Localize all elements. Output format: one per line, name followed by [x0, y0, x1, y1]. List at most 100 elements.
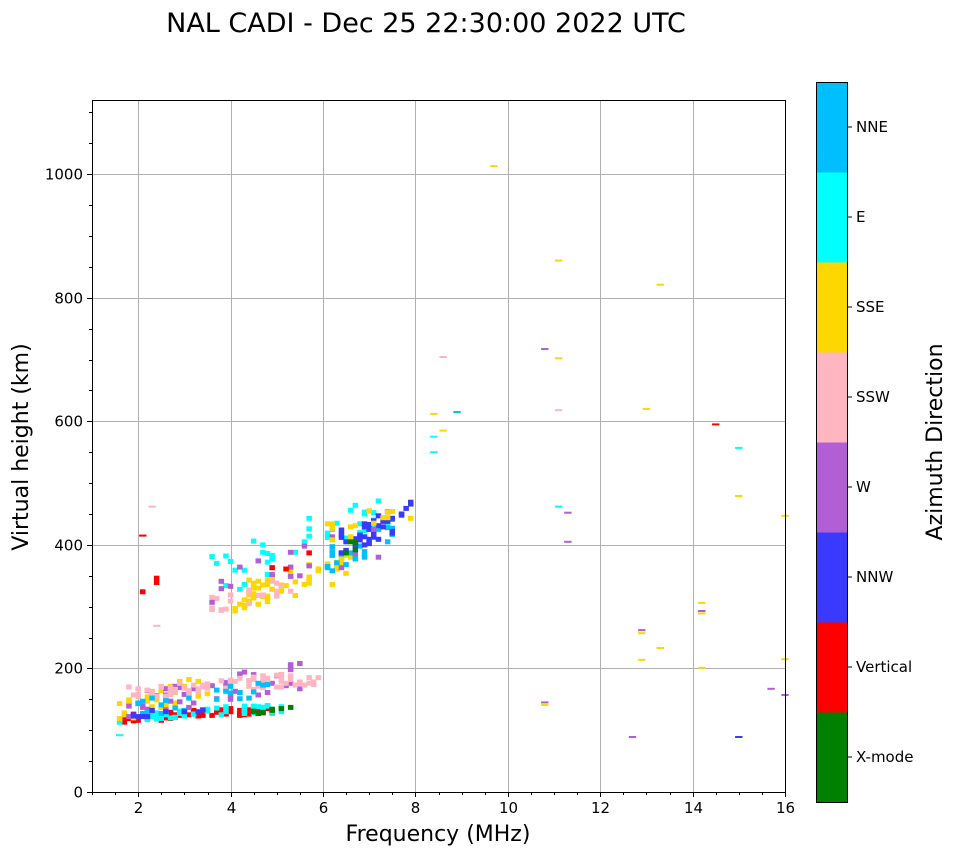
echo-mark-sse: [260, 582, 266, 588]
echo-mark-nnw: [200, 707, 206, 713]
echo-mark-ssw: [163, 693, 169, 699]
echo-mark-w: [375, 554, 382, 560]
echo-mark-vertical: [140, 589, 146, 595]
colorbar-segment: [816, 172, 847, 263]
y-axis: 0 200 400 600 800 1000: [45, 112, 92, 802]
echo-mark-sse: [430, 412, 438, 415]
echo-mark-ssw: [554, 409, 563, 412]
x-tick-label: 14: [684, 799, 703, 817]
echo-mark-vertical: [121, 719, 128, 725]
echo-mark-vertical: [237, 707, 243, 713]
echo-mark-sse: [347, 534, 354, 540]
colorbar-segment: [816, 352, 847, 443]
echo-mark-sse: [287, 567, 294, 573]
echo-mark-w: [172, 683, 178, 689]
echo-mark-nne: [246, 695, 252, 701]
echo-mark-nne: [214, 687, 220, 693]
x-tick-label: 16: [776, 799, 795, 817]
echo-mark-ssw: [158, 684, 164, 690]
echo-mark-nnw: [135, 714, 141, 720]
echo-mark-sse: [264, 593, 271, 599]
colorbar-tick-label: W: [856, 478, 871, 496]
echo-mark-sse: [329, 521, 335, 527]
echo-mark-w: [287, 564, 294, 570]
echo-mark-nnw: [366, 522, 372, 527]
colorbar-segment: [816, 82, 847, 173]
echo-mark-e: [361, 528, 368, 534]
echo-mark-vertical: [237, 712, 243, 718]
echo-mark-e: [241, 703, 248, 709]
echo-mark-sse: [366, 508, 372, 514]
echo-mark-e: [172, 714, 178, 720]
x-tick-label: 2: [134, 799, 144, 817]
echo-mark-ssw: [255, 593, 261, 598]
echo-mark-ssw: [260, 678, 266, 684]
echo-mark-sse: [149, 704, 155, 710]
echo-mark-vertical: [135, 717, 141, 723]
echo-mark-nnw: [140, 714, 146, 720]
echo-mark-e: [190, 711, 197, 717]
echo-mark-vertical: [227, 709, 234, 715]
echo-mark-vertical: [153, 575, 160, 581]
echo-mark-ssw: [135, 691, 141, 697]
echo-mark-e: [264, 703, 271, 709]
echo-mark-vertical: [269, 565, 275, 571]
echo-mark-w: [237, 564, 243, 570]
echo-mark-nnw: [366, 536, 372, 542]
echo-mark-nne: [329, 549, 335, 555]
echo-mark-sse: [144, 698, 151, 704]
echo-mark-ssw: [190, 682, 197, 688]
echo-mark-ssw: [237, 675, 243, 681]
echo-mark-sse: [121, 712, 128, 718]
echo-mark-w: [140, 703, 146, 709]
y-tick-label: 0: [73, 784, 83, 802]
echo-mark-sse: [384, 509, 391, 515]
echo-mark-nnw: [366, 541, 372, 547]
echo-mark-nnw: [149, 707, 155, 713]
echo-mark-e: [116, 719, 123, 725]
echo-mark-vertical: [153, 580, 160, 585]
echo-mark-sse: [255, 578, 261, 584]
echo-mark-w: [352, 551, 359, 556]
echo-mark-sse: [371, 520, 377, 526]
echo-mark-nne: [260, 682, 266, 688]
echo-mark-w: [297, 661, 303, 666]
echo-mark-sse: [329, 537, 335, 543]
echo-mark-nne: [334, 560, 340, 566]
echo-mark-e: [264, 559, 271, 565]
echo-mark-ssw: [297, 680, 303, 686]
echo-mark-ssw: [246, 601, 252, 607]
echo-mark-vertical: [283, 566, 289, 572]
echo-mark-sse: [301, 581, 308, 587]
echo-mark-nne: [186, 695, 192, 701]
echo-mark-w: [255, 692, 261, 698]
echo-mark-nne: [163, 698, 169, 704]
echo-mark-nne: [384, 525, 391, 531]
echo-mark-ssw: [292, 682, 298, 688]
x-tick-label: 8: [411, 799, 421, 817]
echo-mark-ssw: [172, 689, 178, 695]
echo-mark-nnw: [403, 505, 409, 511]
echo-mark-ssw: [306, 680, 312, 686]
echo-mark-ssw: [269, 578, 275, 584]
echo-mark-sse: [554, 259, 563, 262]
echo-mark-ssw: [283, 680, 289, 686]
echo-mark-w: [190, 700, 197, 706]
echo-mark-vertical: [214, 709, 220, 715]
echo-mark-sse: [255, 601, 261, 607]
y-axis-label: Virtual height (km): [9, 343, 34, 550]
echo-mark-nne: [135, 701, 141, 707]
echo-mark-nne: [140, 711, 146, 716]
echo-mark-nnw: [361, 542, 368, 548]
echo-mark-e: [209, 554, 215, 560]
echo-mark-sse: [250, 591, 257, 597]
echo-mark-nnw: [361, 524, 368, 530]
echo-mark-sse: [338, 554, 345, 560]
echo-mark-nnw: [735, 736, 743, 738]
echo-mark-sse: [352, 523, 359, 529]
echo-mark-nnw: [375, 513, 382, 519]
echo-mark-nne: [357, 543, 363, 549]
echo-mark-ssw: [218, 607, 225, 613]
echo-mark-ssw: [223, 606, 229, 612]
echo-mark-e: [218, 712, 225, 718]
